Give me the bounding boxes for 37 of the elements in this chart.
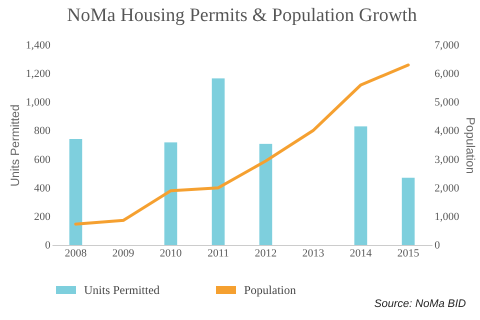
x-tick-label: 2015 (397, 248, 420, 260)
bar (69, 139, 82, 245)
x-tick-label: 2012 (254, 248, 277, 260)
bar (164, 142, 178, 245)
legend-label: Population (244, 283, 296, 297)
y-tick-label: 0 (45, 240, 51, 252)
bar (354, 126, 368, 245)
y2-axis-title: Population (463, 117, 478, 174)
x-tick-label: 2010 (160, 248, 182, 260)
x-tick-label: 2009 (112, 248, 135, 260)
x-tick-label: 2014 (350, 248, 372, 260)
line-series (74, 64, 410, 226)
y-tick-label: 1,000 (26, 96, 51, 109)
bar (259, 144, 272, 245)
y-tick-label: 1,200 (26, 68, 51, 80)
y2-tick-label: 3,000 (434, 154, 460, 166)
chart-title: NoMa Housing Permits & Population Growth (67, 5, 418, 26)
y-tick-label: 600 (34, 154, 51, 166)
bar (402, 178, 415, 245)
y-axis-title: Units Permitted (8, 104, 22, 187)
y-tick-label: 800 (34, 125, 51, 138)
y2-tick-label: 4,000 (434, 125, 460, 138)
x-tick-label: 2013 (302, 248, 325, 260)
bar (212, 78, 225, 245)
y2-tick-label: 6,000 (434, 68, 460, 80)
y2-tick-label: 2,000 (434, 182, 460, 194)
y-tick-label: 400 (34, 182, 51, 194)
x-tick-label: 2011 (207, 248, 230, 260)
y2-tick-label: 0 (434, 240, 440, 252)
source-note: Source: NoMa BID (374, 298, 466, 310)
y2-tick-label: 5,000 (434, 96, 460, 109)
y-tick-label: 1,400 (26, 40, 51, 52)
legend-label: Units Permitted (84, 283, 160, 297)
y-tick-label: 200 (34, 210, 51, 223)
y2-tick-label: 1,000 (434, 210, 460, 223)
y2-tick-label: 7,000 (434, 40, 460, 52)
x-tick-label: 2008 (64, 248, 88, 260)
